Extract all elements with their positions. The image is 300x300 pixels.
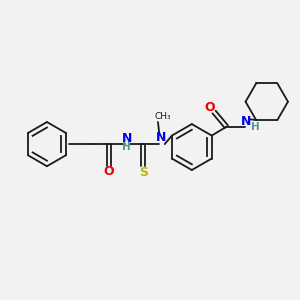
Text: N: N [122, 132, 132, 145]
Text: S: S [139, 166, 148, 178]
Text: N: N [241, 115, 251, 128]
Text: O: O [204, 101, 215, 114]
Text: CH₃: CH₃ [155, 112, 172, 121]
Text: O: O [103, 165, 114, 178]
Text: H: H [250, 122, 260, 132]
Text: N: N [155, 131, 166, 144]
Text: H: H [122, 142, 131, 152]
